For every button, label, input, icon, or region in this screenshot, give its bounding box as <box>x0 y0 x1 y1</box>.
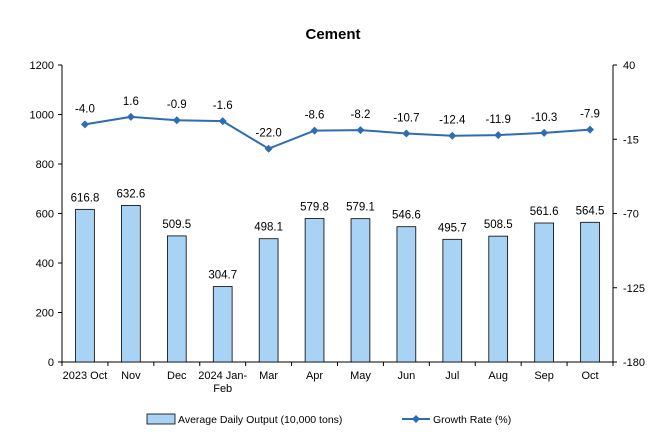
bar <box>166 235 187 363</box>
growth-rate-marker <box>448 131 457 140</box>
growth-rate-marker <box>172 116 181 125</box>
x-category-label: Aug <box>488 370 508 382</box>
bar-value-label: 495.7 <box>438 222 467 234</box>
x-category-label: Feb <box>213 383 232 395</box>
left-tick-label: 800 <box>36 159 54 171</box>
growth-rate-label: -12.4 <box>439 115 466 127</box>
growth-rate-marker <box>494 131 503 140</box>
growth-rate-label: -22.0 <box>256 128 282 140</box>
bar-value-label: 546.6 <box>392 210 421 222</box>
right-tick-label: -180 <box>623 357 645 369</box>
left-tick-label: 0 <box>48 357 54 369</box>
x-category-label: 2024 Jan- <box>198 370 247 382</box>
left-tick-label: 1200 <box>30 60 54 72</box>
x-category-label: May <box>350 370 371 382</box>
growth-rate-label: -10.3 <box>531 112 557 124</box>
growth-rate-label: -8.6 <box>305 110 325 122</box>
legend: Average Daily Output (10,000 tons) Growt… <box>146 413 511 426</box>
growth-rate-marker <box>218 117 227 126</box>
right-tick-label: -15 <box>623 134 639 146</box>
bar <box>75 208 95 363</box>
bar-value-label: 579.1 <box>346 202 375 214</box>
bar <box>534 222 554 363</box>
growth-rate-marker <box>264 144 273 153</box>
legend-swatch-marker <box>412 415 420 423</box>
bar <box>580 221 600 363</box>
bar <box>121 205 141 363</box>
bar-value-label: 304.7 <box>208 270 237 282</box>
growth-rate-marker <box>310 126 319 135</box>
left-tick-label: 600 <box>36 209 54 221</box>
bar <box>488 235 509 363</box>
bar-value-label: 632.6 <box>116 188 145 200</box>
x-category-label: Nov <box>121 370 141 382</box>
x-category-label: Apr <box>306 370 323 382</box>
x-category-label: Sep <box>534 370 554 382</box>
growth-rate-line <box>84 115 591 150</box>
bar-value-label: 508.5 <box>484 219 513 231</box>
growth-rate-marker <box>402 129 411 138</box>
growth-rate-label: -10.7 <box>393 112 419 124</box>
growth-rate-marker <box>126 112 135 121</box>
bar-value-label: 509.5 <box>162 219 191 231</box>
right-tick-label: 40 <box>623 60 635 72</box>
growth-rate-marker <box>356 126 365 135</box>
legend-label-line: Growth Rate (%) <box>433 414 511 426</box>
legend-label-bar: Average Daily Output (10,000 tons) <box>178 414 342 426</box>
x-category-label: Jul <box>445 370 459 382</box>
growth-rate-marker <box>586 125 595 134</box>
x-category-label: Mar <box>259 370 278 382</box>
right-tick-label: -70 <box>623 209 639 221</box>
bar-value-label: 561.6 <box>530 206 559 218</box>
growth-rate-label: -11.9 <box>486 114 511 126</box>
x-category-label: 2023 Oct <box>63 370 108 382</box>
left-tick-label: 200 <box>36 308 54 320</box>
x-category-label: Jun <box>398 370 416 382</box>
growth-rate-label: -0.9 <box>167 99 187 111</box>
bar <box>442 238 463 363</box>
growth-rate-label: -8.2 <box>351 109 371 121</box>
bar <box>350 218 371 363</box>
bar <box>396 226 417 363</box>
growth-rate-label: -7.9 <box>580 109 600 121</box>
bar <box>212 286 233 363</box>
growth-rate-marker <box>540 128 549 137</box>
x-category-label: Oct <box>581 370 598 382</box>
x-category-label: Dec <box>167 370 187 382</box>
chart-title: Cement <box>305 26 360 43</box>
bar <box>258 238 279 363</box>
left-tick-label: 400 <box>36 258 54 270</box>
growth-rate-label: -4.0 <box>75 103 95 115</box>
bar-value-label: 498.1 <box>254 222 283 234</box>
bar-value-label: 564.5 <box>576 205 605 217</box>
bar-value-label: 579.8 <box>300 201 329 213</box>
bar-value-label: 616.8 <box>71 192 100 204</box>
growth-rate-marker <box>80 120 89 129</box>
legend-swatch-bar <box>146 413 176 425</box>
left-tick-label: 1000 <box>30 110 54 122</box>
right-tick-label: -125 <box>623 283 645 295</box>
growth-rate-label: -1.6 <box>213 100 233 112</box>
bar <box>304 218 325 363</box>
growth-rate-label: 1.6 <box>123 96 139 108</box>
